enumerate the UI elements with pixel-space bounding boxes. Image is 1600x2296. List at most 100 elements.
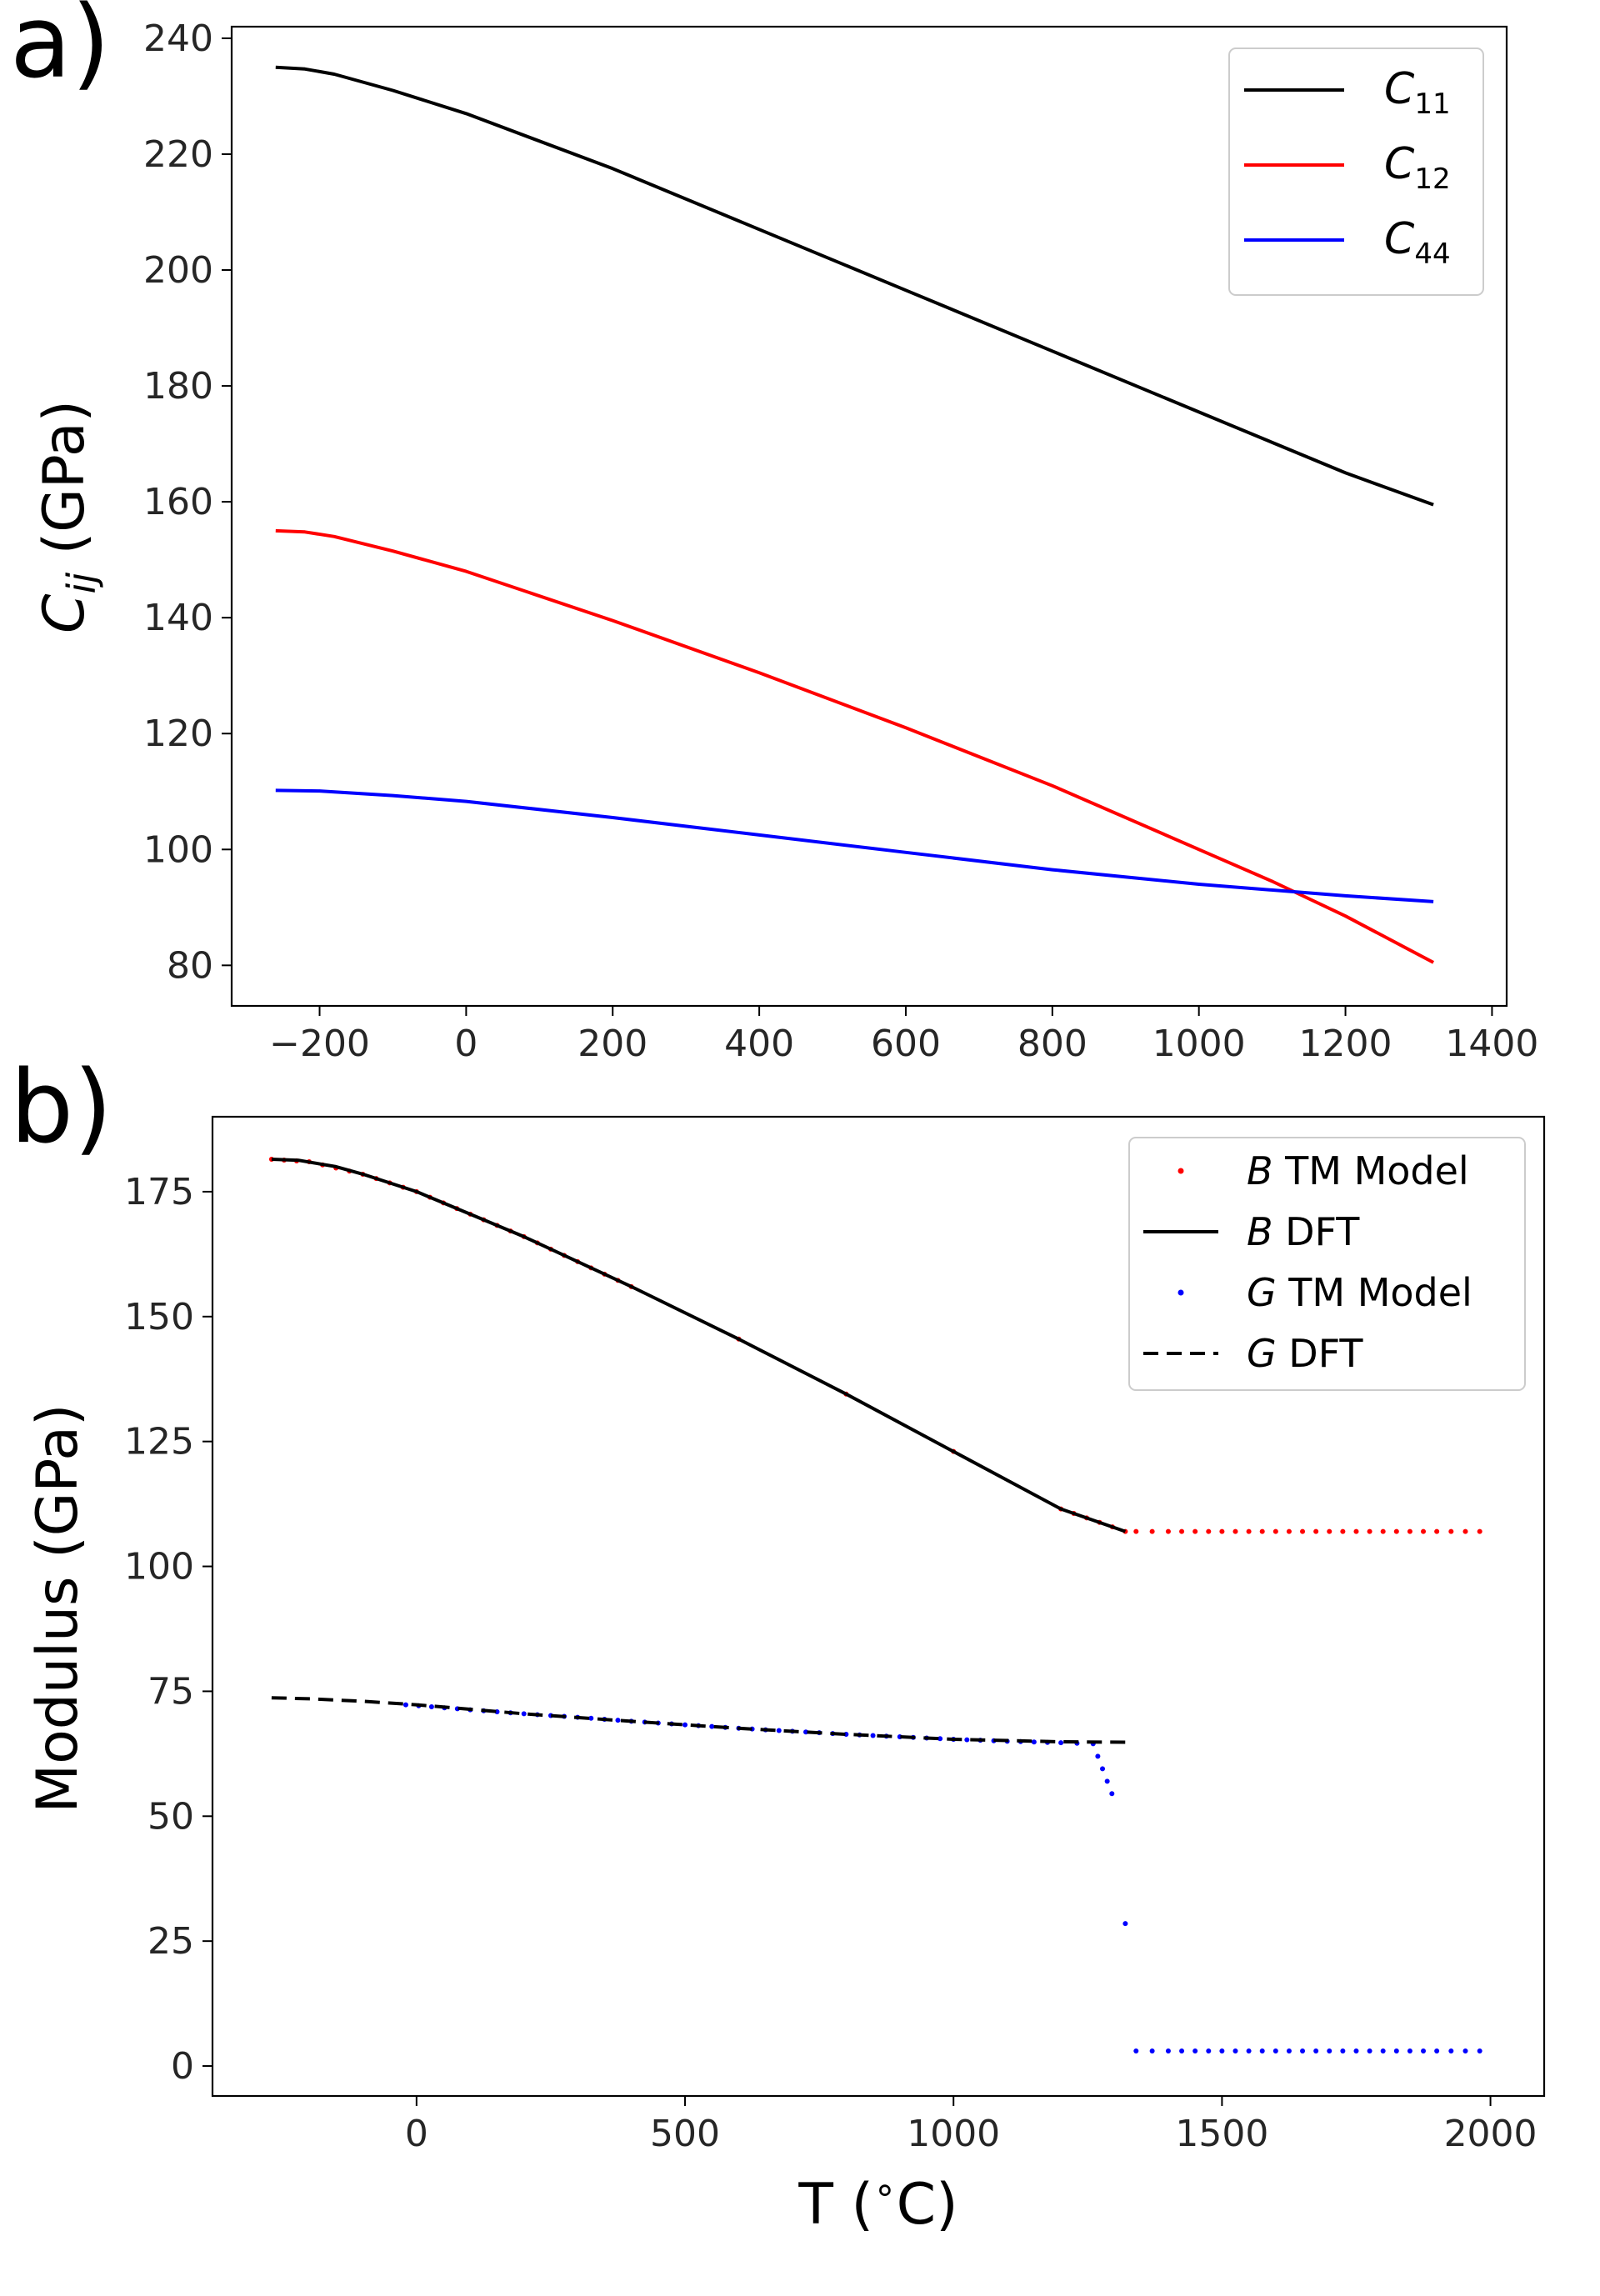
data-point [1313,1528,1319,1534]
data-point [1434,1528,1440,1534]
data-point [1206,1528,1212,1534]
data-point [1133,1528,1139,1534]
legend-label: B TM Model [1247,1148,1469,1193]
x-tick-label: 1500 [1175,2113,1268,2155]
data-point [1448,2048,1454,2054]
x-tick-label: 1000 [1152,1023,1246,1065]
data-point [1246,1528,1252,1534]
data-point [1165,1528,1171,1534]
data-point [1407,2048,1412,2054]
data-point [1149,1528,1155,1534]
x-tick-label: 500 [650,2113,720,2155]
data-point [1219,1528,1225,1534]
data-point [1367,1528,1372,1534]
legend-label: G TM Model [1247,1270,1472,1315]
y-tick-label: 240 [143,18,213,60]
x-tick-label: 2000 [1444,2113,1538,2155]
data-point [1462,1528,1468,1534]
data-point [1393,1528,1399,1534]
y-tick-label: 160 [143,481,213,523]
data-point [521,1711,527,1717]
data-point [1327,2048,1332,2054]
data-point [870,1733,876,1738]
panel-b-x-axis-title: T (∘C) [798,2168,958,2238]
series-line-b-dft [271,1158,1127,1533]
data-point [1353,1528,1359,1534]
data-point [1104,1778,1110,1784]
data-point [776,1728,782,1733]
y-tick-label: 100 [143,828,213,871]
data-point [1340,1528,1346,1534]
legend-marker [1178,1168,1184,1174]
data-point [588,1715,594,1721]
data-point [1407,1528,1412,1534]
data-point [1380,2048,1386,2054]
data-point [1109,1791,1115,1797]
panel-a-chart: a) −200 0 200 400 600 800 1000 1200 1400 80 100 12… [10,0,1538,1065]
data-point [1367,2048,1372,2054]
data-point [1353,2048,1359,2054]
y-tick-label: 80 [167,944,213,987]
data-point [1149,2048,1155,2054]
legend-label: C12 [1384,139,1451,196]
panel-b-legend-box [1128,1137,1526,1391]
data-point [1192,2048,1198,2054]
data-point [1393,2048,1399,2054]
data-point [938,1736,943,1742]
y-tick-label: 120 [143,713,213,755]
series-line-g-dft [271,1696,1131,1744]
x-tick-label: 600 [871,1023,941,1065]
y-tick-label: 175 [124,1171,194,1213]
y-tick-label: 25 [148,1920,194,1963]
data-point [1286,1528,1292,1534]
data-point [1232,2048,1238,2054]
x-tick-label: 200 [578,1023,648,1065]
y-tick-label: 140 [143,597,213,639]
data-point [1259,1528,1265,1534]
panel-b-label: b) [10,1050,112,1166]
data-point [1434,2048,1440,2054]
data-point [428,1703,434,1709]
data-point [1300,2048,1306,2054]
panel-a-legend: C11 C12 C44 [1228,48,1484,296]
panel-a-y-axis: 80 100 120 140 160 180 200 220 240 [143,18,232,987]
y-tick-label: 220 [143,133,213,176]
data-point [1122,1921,1128,1927]
y-tick-label: 180 [143,365,213,408]
data-point [1380,1528,1386,1534]
panel-b-y-axis-title: Modulus (GPa) [25,1404,91,1813]
data-point [402,1702,408,1708]
data-point [1477,2048,1482,2054]
panel-a-label: a) [10,0,110,101]
legend-marker [1178,1289,1184,1296]
panel-b-legend: B TM Model B DFT G TM Model G DFT [1128,1137,1526,1391]
panel-b-x-axis: 0 500 1000 1500 2000 [405,2096,1538,2155]
panel-b-chart: b) 0 500 1000 1500 2000 0255075100125150175 … [10,1050,1546,2238]
x-tick-label: 400 [724,1023,794,1065]
y-tick-label: 0 [171,2045,194,2088]
data-point [1192,1528,1198,1534]
data-point [1327,1528,1332,1534]
data-point [1232,1528,1238,1534]
data-point [1206,2048,1212,2054]
data-point [1179,1528,1185,1534]
legend-label: C11 [1384,64,1451,121]
data-point [1165,2048,1171,2054]
data-point [1219,2048,1225,2054]
data-point [1448,1528,1454,1534]
data-point [1179,2048,1185,2054]
data-point [1133,2048,1139,2054]
x-tick-label: 800 [1018,1023,1088,1065]
panel-a-y-axis-title: Cij (GPa) [32,400,104,633]
data-point [615,1718,621,1723]
data-point [682,1722,688,1728]
data-point [1313,2048,1319,2054]
data-point [1477,1528,1482,1534]
y-tick-label: 125 [124,1421,194,1463]
y-tick-label: 50 [148,1795,194,1838]
x-tick-label: −200 [269,1023,370,1065]
data-point [1300,1528,1306,1534]
data-point [1421,2048,1427,2054]
x-tick-label: 1400 [1445,1023,1538,1065]
